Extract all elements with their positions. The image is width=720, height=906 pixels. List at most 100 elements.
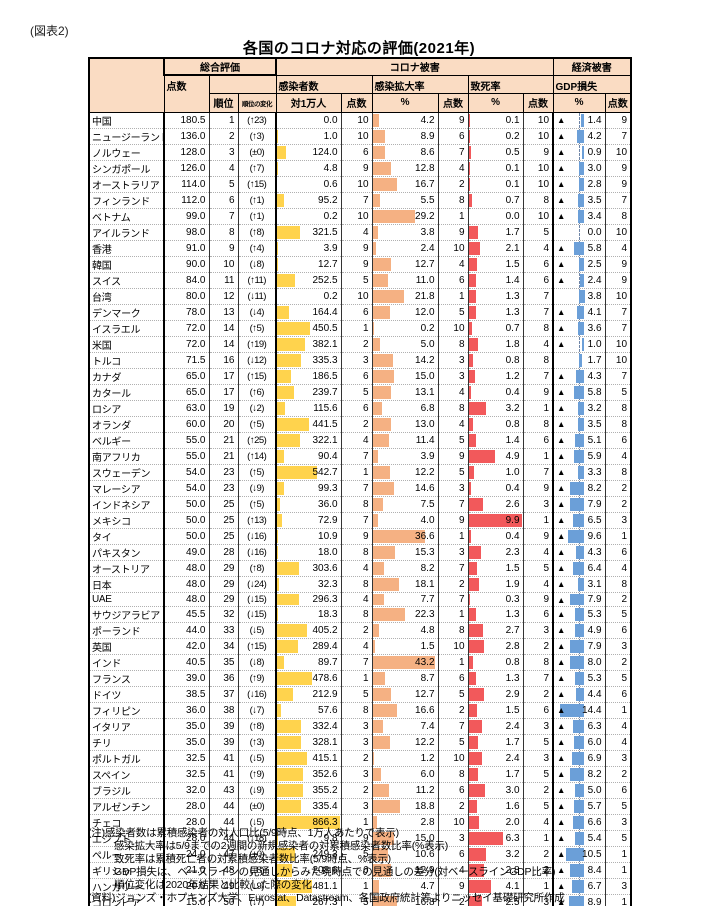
value-label: 239.7 (312, 386, 338, 398)
fatality-score-cell: 9 (522, 479, 554, 496)
table-row: UAE 48.0 29 (↓15) 296.3 4 7.7 7 0.3 9 ▲ 7.9 2 (88, 591, 632, 607)
gdp-score-cell: 2 (604, 653, 632, 671)
gdp-loss-cell: ▲ 6.3 (552, 717, 606, 735)
fatality-score-cell: 7 (522, 287, 554, 304)
rank-cell: 16 (208, 351, 238, 368)
value-label: 1.7 (505, 736, 520, 748)
negative-marker: ▲ (557, 114, 566, 125)
infections-score-cell: 1 (340, 319, 373, 336)
fatality-score-cell: 7 (522, 669, 554, 687)
negative-marker: ▲ (557, 546, 566, 557)
spread-score-cell: 9 (437, 447, 469, 464)
rank-cell: 32 (208, 605, 238, 623)
infections-score-cell: 2 (340, 415, 373, 432)
value-label: 296.3 (312, 593, 338, 605)
infections-score-cell: 1 (340, 463, 373, 480)
infections-score-cell: 4 (340, 431, 373, 448)
infections-cell: 296.3 (275, 591, 342, 607)
value-label: 4.1 (587, 306, 602, 318)
overall-score-cell: 55.0 (163, 447, 209, 464)
table-row: ハンガリー 20.0 49 (↓9) 481.1 1 4.7 9 4.1 1 ▲ 6.7 3 (88, 877, 632, 895)
data-bar (469, 497, 483, 511)
spread-score-cell: 7 (437, 143, 469, 160)
infections-cell: 542.7 (275, 463, 342, 480)
country-cell: イタリア (88, 717, 164, 735)
country-cell: ポーランド (88, 621, 164, 639)
overall-score-cell: 63.0 (163, 399, 209, 416)
spread-rate-cell: 14.6 (371, 479, 439, 496)
rank-spacer-header (208, 74, 277, 93)
value-label: 5.3 (587, 672, 602, 684)
data-bar (469, 417, 473, 431)
value-label: 0.0 (323, 114, 338, 126)
gdp-loss-cell: ▲ 3.4 (552, 207, 606, 224)
fatality-rate-cell: 0.2 (467, 127, 524, 144)
country-cell: オーストラリア (88, 175, 164, 192)
overall-score-cell: 40.5 (163, 653, 209, 671)
gdp-score-cell: 10 (604, 287, 632, 304)
data-bar (570, 639, 584, 653)
value-label: 95.2 (318, 194, 338, 206)
infections-cell: 18.3 (275, 605, 342, 623)
spread-score-cell: 4 (437, 415, 469, 432)
gdp-score-cell: 6 (604, 431, 632, 448)
data-bar (373, 337, 380, 351)
overall-score-cell: 71.5 (163, 351, 209, 368)
value-label: 1.0 (323, 130, 338, 142)
country-cell: フランス (88, 669, 164, 687)
spread-rate-cell: 22.3 (371, 605, 439, 623)
value-label: 5.1 (587, 434, 602, 446)
negative-marker: ▲ (557, 466, 566, 477)
gdp-score-cell: 7 (604, 191, 632, 208)
value-label: 3.8 (587, 290, 602, 302)
data-bar (278, 593, 299, 605)
value-label: 3.9 (420, 450, 435, 462)
data-bar (469, 783, 485, 797)
value-label: 90.4 (318, 450, 338, 462)
value-label: 3.6 (587, 322, 602, 334)
data-bar (567, 529, 584, 543)
data-bar (579, 273, 584, 287)
data-bar (469, 815, 480, 829)
value-label: 0.5 (505, 146, 520, 158)
gdp-loss-cell: ▲ 7.9 (552, 495, 606, 512)
infections-score-cell: 1 (340, 669, 373, 687)
value-label: 2.9 (505, 688, 520, 700)
rank-change-cell: (±0) (237, 845, 277, 863)
infections-score-cell: 9 (340, 159, 373, 176)
country-cell: イスラエル (88, 319, 164, 336)
value-label: 99.3 (318, 482, 338, 494)
data-bar (575, 433, 584, 447)
data-bar (469, 289, 476, 303)
fatality-score-cell: 3 (522, 893, 554, 906)
data-bar (373, 273, 389, 287)
rank-change-cell: (↑5) (237, 319, 277, 336)
covid-damage-group-header: コロナ被害 (275, 57, 554, 76)
overall-score-cell: 55.0 (163, 431, 209, 448)
country-cell: ペルー (88, 845, 164, 863)
country-cell: 南アフリカ (88, 447, 164, 464)
rank-change-cell: (↑5) (237, 415, 277, 432)
data-bar (469, 129, 470, 143)
table-row: 英国 42.0 34 (↑15) 289.4 4 1.5 10 2.8 2 ▲ 7.9 3 (88, 637, 632, 655)
value-label: 8.0 (587, 656, 602, 668)
value-label: 335.3 (312, 354, 338, 366)
rank-change-cell: (↑5) (237, 463, 277, 480)
rank-cell: 20 (208, 415, 238, 432)
spread-rate-cell: 18.8 (371, 797, 439, 815)
fatality-rate-cell: 2.7 (467, 621, 524, 639)
data-bar (278, 607, 279, 621)
spread-score-cell: 7 (437, 495, 469, 512)
spread-score-cell: 1 (437, 527, 469, 544)
infections-score-cell: 9 (340, 239, 373, 256)
value-label: 124.0 (312, 146, 338, 158)
value-label: 1.5 (505, 704, 520, 716)
data-bar (578, 401, 584, 415)
table-row: スウェーデン 54.0 23 (↑5) 542.7 1 12.2 5 1.0 7 ▲ 3.3 8 (88, 463, 632, 480)
value-label: 9.6 (587, 530, 602, 542)
negative-marker: ▲ (557, 242, 566, 253)
value-label: 3.5 (587, 194, 602, 206)
spread-rate-cell: 11.2 (371, 781, 439, 799)
country-cell: カタール (88, 383, 164, 400)
gdp-score-cell: 4 (604, 447, 632, 464)
